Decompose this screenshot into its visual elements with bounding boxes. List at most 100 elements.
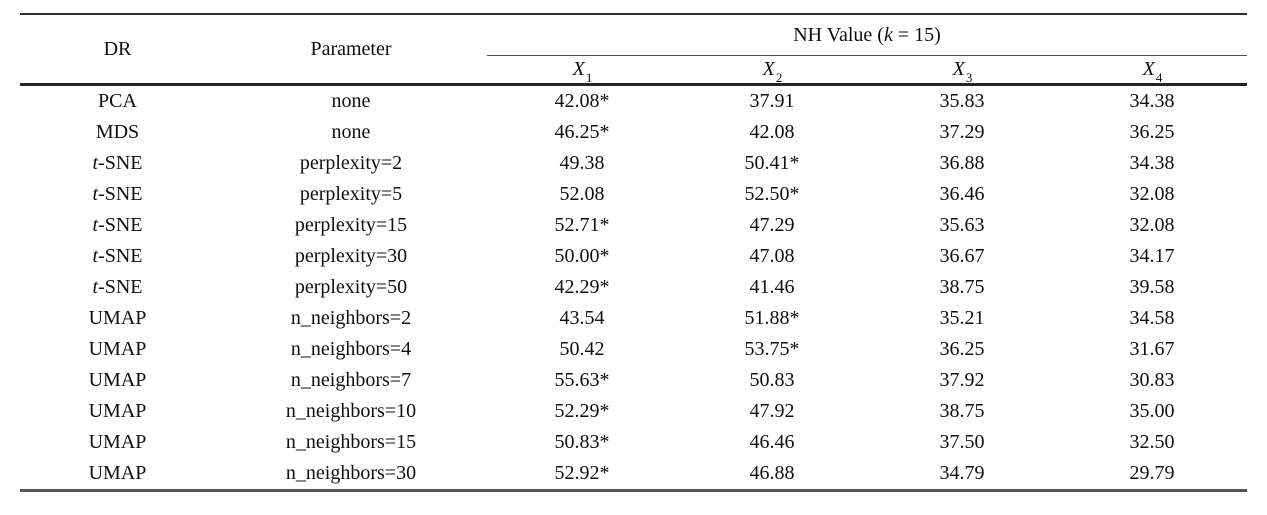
nh-value-cell-x3: 36.88 [939, 152, 985, 174]
nh-value-cell-x3: 35.21 [939, 307, 985, 329]
nh-value-cell-x2: 51.88* [744, 307, 800, 329]
table-row: UMAP n_neighbors=4 50.42 53.75* 36.25 31.67 [20, 334, 1247, 365]
nh-value-cell-x3: 37.29 [939, 121, 985, 143]
parameter-cell: perplexity=15 [294, 214, 408, 236]
parameter-cell: none [331, 90, 371, 112]
nh-value-cell-x1: 52.71* [554, 214, 610, 236]
nh-value-cell-x3: 35.83 [939, 90, 985, 112]
parameter-cell: perplexity=50 [294, 276, 408, 298]
col-header-parameter: Parameter [310, 37, 392, 60]
parameter-cell: perplexity=2 [299, 152, 403, 174]
table-row: t-SNE perplexity=5 52.08 52.50* 36.46 32.08 [20, 179, 1247, 210]
nh-value-cell-x4: 32.08 [1129, 183, 1175, 205]
col-header-x2: X2 [677, 56, 867, 85]
header-row-x: X1 X2 X3 X4 [20, 56, 1247, 85]
x2-base: X [762, 58, 775, 80]
nh-value-cell-x1: 52.08 [559, 183, 605, 205]
nh-value-cell-x3: 36.25 [939, 338, 985, 360]
table-row: UMAP n_neighbors=2 43.54 51.88* 35.21 34.58 [20, 303, 1247, 334]
nh-value-cell-x2: 50.83 [749, 369, 795, 391]
nh-value-cell-x3: 36.46 [939, 183, 985, 205]
parameter-cell: none [331, 121, 371, 143]
dr-cell: t-SNE [92, 183, 143, 205]
table-row: UMAP n_neighbors=7 55.63* 50.83 37.92 30.83 [20, 365, 1247, 396]
nh-value-cell-x2: 47.29 [749, 214, 795, 236]
nh-value-cell-x1: 50.83* [554, 431, 610, 453]
nh-value-cell-x1: 50.00* [554, 245, 610, 267]
nh-value-cell-x2: 46.46 [749, 431, 795, 453]
parameter-cell: n_neighbors=2 [290, 307, 412, 329]
dr-cell: t-SNE [92, 276, 143, 298]
table-row: t-SNE perplexity=2 49.38 50.41* 36.88 34.38 [20, 148, 1247, 179]
nh-value-cell-x3: 34.79 [939, 462, 985, 484]
nh-value-cell-x1: 43.54 [559, 307, 605, 329]
nh-value-table: DR Parameter NH Value (k = 15) X1 X2 X3 … [20, 13, 1248, 492]
nh-value-cell-x2: 50.41* [744, 152, 800, 174]
nh-value-cell-x3: 38.75 [939, 400, 985, 422]
nh-value-prefix: NH Value ( [793, 23, 884, 46]
nh-value-k: k [883, 23, 893, 46]
nh-value-cell-x1: 50.42 [559, 338, 605, 360]
nh-value-cell-x1: 46.25* [554, 121, 610, 143]
parameter-cell: n_neighbors=30 [285, 462, 417, 484]
nh-value-cell-x1: 42.29* [554, 276, 610, 298]
x1-sub: 1 [585, 70, 593, 85]
col-header-x4: X4 [1057, 56, 1247, 85]
nh-value-cell-x3: 35.63 [939, 214, 985, 236]
col-header-x3: X3 [867, 56, 1057, 85]
dr-cell: t-SNE [92, 152, 143, 174]
nh-value-cell-x2: 37.91 [749, 90, 795, 112]
nh-value-cell-x1: 42.08* [554, 90, 610, 112]
parameter-cell: perplexity=30 [294, 245, 408, 267]
dr-cell: UMAP [88, 431, 147, 453]
x1-base: X [572, 58, 585, 80]
table-header: DR Parameter NH Value (k = 15) X1 X2 X3 … [20, 14, 1248, 85]
nh-value-cell-x4: 29.79 [1129, 462, 1175, 484]
nh-value-cell-x4: 34.38 [1129, 90, 1175, 112]
nh-value-cell-x4: 32.08 [1129, 214, 1175, 236]
table-row: PCA none 42.08* 37.91 35.83 34.38 [20, 85, 1247, 118]
nh-value-cell-x4: 36.25 [1129, 121, 1175, 143]
dr-cell: t-SNE [92, 214, 143, 236]
nh-value-cell-x2: 42.08 [749, 121, 795, 143]
table-row: t-SNE perplexity=50 42.29* 41.46 38.75 39.58 [20, 272, 1247, 303]
parameter-cell: n_neighbors=7 [290, 369, 412, 391]
parameter-cell: n_neighbors=15 [285, 431, 417, 453]
nh-value-cell-x1: 52.92* [554, 462, 610, 484]
table-body: PCA none 42.08* 37.91 35.83 34.38 MDS none 46.25… [20, 85, 1247, 491]
nh-value-cell-x1: 52.29* [554, 400, 610, 422]
table-row: UMAP n_neighbors=10 52.29* 47.92 38.75 35.00 [20, 396, 1247, 427]
table-row: t-SNE perplexity=30 50.00* 47.08 36.67 34.17 [20, 241, 1247, 272]
nh-value-cell-x2: 53.75* [744, 338, 800, 360]
nh-value-cell-x4: 39.58 [1129, 276, 1175, 298]
x4-sub: 4 [1155, 70, 1163, 85]
col-header-nh-value: NH Value (k = 15) [487, 14, 1248, 56]
nh-value-cell-x4: 31.67 [1129, 338, 1175, 360]
table-row: UMAP n_neighbors=15 50.83* 46.46 37.50 32.50 [20, 427, 1247, 458]
dr-cell: UMAP [88, 462, 147, 484]
nh-value-cell-x1: 55.63* [554, 369, 610, 391]
dr-cell: UMAP [88, 400, 147, 422]
header-row-top: DR Parameter NH Value (k = 15) [20, 14, 1248, 60]
x3-sub: 3 [965, 70, 973, 85]
nh-value-cell-x3: 37.92 [939, 369, 985, 391]
nh-value-cell-x4: 34.17 [1129, 245, 1175, 267]
parameter-cell: n_neighbors=4 [290, 338, 412, 360]
table-row: MDS none 46.25* 42.08 37.29 36.25 [20, 117, 1247, 148]
x2-sub: 2 [775, 70, 783, 85]
dr-cell: UMAP [88, 307, 147, 329]
nh-value-cell-x2: 47.08 [749, 245, 795, 267]
nh-value-cell-x4: 32.50 [1129, 431, 1175, 453]
nh-value-cell-x2: 41.46 [749, 276, 795, 298]
x4-base: X [1142, 58, 1155, 80]
dr-cell: UMAP [88, 338, 147, 360]
nh-value-cell-x3: 37.50 [939, 431, 985, 453]
nh-value-cell-x3: 36.67 [939, 245, 985, 267]
table-row: t-SNE perplexity=15 52.71* 47.29 35.63 32.08 [20, 210, 1247, 241]
nh-value-cell-x2: 52.50* [744, 183, 800, 205]
dr-cell: UMAP [88, 369, 147, 391]
nh-value-cell-x2: 46.88 [749, 462, 795, 484]
dr-cell: t-SNE [92, 245, 143, 267]
nh-value-cell-x4: 30.83 [1129, 369, 1175, 391]
